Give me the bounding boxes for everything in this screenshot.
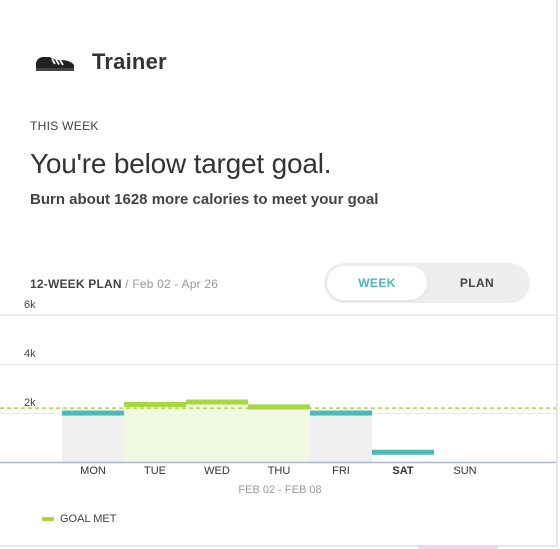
headline: You're below target goal.	[30, 148, 332, 179]
bar-fill-tue	[124, 401, 186, 462]
weekly-calorie-chart	[0, 314, 556, 464]
bottom-accent	[418, 545, 498, 549]
card-header: Trainer	[34, 44, 167, 80]
y-tick-4k: 4k	[24, 348, 36, 360]
x-tick-fri: FRI	[332, 465, 350, 477]
y-tick-2k: 2k	[24, 397, 36, 409]
bar-cap-tue	[124, 401, 186, 407]
x-tick-wed: WED	[204, 465, 230, 477]
x-tick-mon: MON	[80, 465, 106, 477]
week-date-range: FEB 02 - FEB 08	[238, 484, 322, 496]
shoe-icon	[36, 57, 74, 71]
bar-fill-mon	[62, 410, 124, 462]
plan-separator: /	[121, 277, 133, 291]
app-title: Trainer	[92, 49, 167, 74]
bar-cap-fri	[310, 410, 372, 416]
x-tick-sun: SUN	[453, 465, 477, 477]
calorie-count: 1628	[114, 191, 148, 208]
x-tick-tue: TUE	[144, 465, 166, 477]
section-label: THIS WEEK	[30, 119, 99, 133]
bar-cap-wed	[186, 399, 248, 405]
x-tick-thu: THU	[267, 465, 291, 477]
view-toggle: WEEK PLAN	[324, 263, 530, 303]
week-toggle-button[interactable]: WEEK	[327, 266, 427, 300]
bar-cap-mon	[62, 410, 124, 416]
plan-toggle-button[interactable]: PLAN	[459, 276, 495, 290]
bar-cap-sat	[372, 449, 434, 455]
bar-fill-thu	[248, 404, 310, 462]
plan-range: Feb 02 - Apr 26	[132, 277, 219, 291]
bar-fill-wed	[186, 399, 248, 462]
plan-label: 12-WEEK PLAN / Feb 02 - Apr 26	[30, 277, 218, 291]
y-tick-6k: 6k	[24, 299, 36, 311]
calorie-message-suffix: more calories to meet your goal	[147, 191, 379, 208]
calorie-message: Burn about 1628 more calories to meet yo…	[30, 191, 378, 208]
bar-fill-fri	[310, 410, 372, 462]
x-tick-sat: SAT	[392, 465, 414, 477]
calorie-message-prefix: Burn about	[30, 191, 115, 208]
chart-legend: GOAL MET	[42, 513, 116, 525]
legend-goal-met-label: GOAL MET	[60, 513, 117, 525]
goal-met-swatch	[42, 517, 54, 521]
bar-cap-thu	[248, 404, 310, 410]
plan-name: 12-WEEK PLAN	[30, 277, 122, 291]
